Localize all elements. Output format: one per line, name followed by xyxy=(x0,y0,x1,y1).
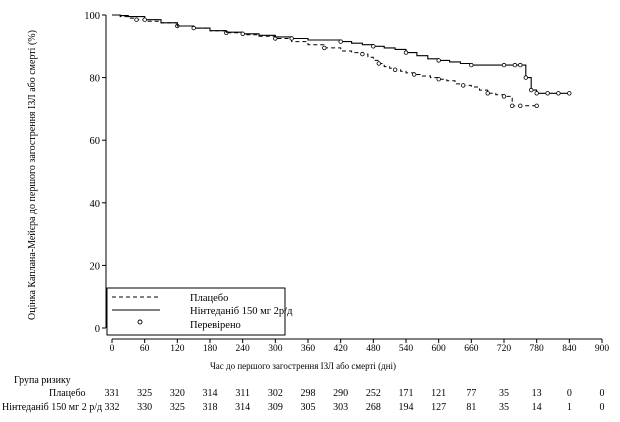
x-tick-label: 840 xyxy=(562,344,577,354)
nintedanib-censored-marker xyxy=(534,91,539,96)
nintedanib-censored-marker xyxy=(142,17,147,22)
x-tick-label: 420 xyxy=(334,344,349,354)
placebo-censored-marker xyxy=(134,17,139,22)
y-tick-label: 20 xyxy=(90,261,101,272)
y-axis-label: Оцінка Каплана-Мейєра до першого загостр… xyxy=(27,30,38,320)
nintedanib-censored-marker xyxy=(289,36,294,41)
y-tick-label: 40 xyxy=(90,199,101,210)
nintedanib-censored-marker xyxy=(191,25,196,31)
y-tick-label: 80 xyxy=(90,74,101,85)
nintedanib-censored-marker xyxy=(567,91,572,96)
nintedanib-censored-marker xyxy=(501,62,507,68)
placebo-curve xyxy=(112,14,537,107)
legend-box xyxy=(106,287,286,336)
plot-area xyxy=(112,14,572,108)
nintedanib-censored-marker xyxy=(512,62,518,68)
placebo-censored-marker xyxy=(510,103,515,108)
placebo-censored-marker xyxy=(436,76,441,82)
nintedanib-censored-marker xyxy=(529,87,534,93)
x-tick-label: 0 xyxy=(110,344,115,354)
x-tick-label: 600 xyxy=(432,344,447,354)
x-tick-label: 480 xyxy=(366,344,381,354)
x-tick-label: 300 xyxy=(268,344,283,354)
placebo-censored-marker xyxy=(360,51,365,57)
x-tick-label: 180 xyxy=(203,344,218,354)
legend-censored-label: Перевірено xyxy=(190,320,241,331)
y-tick-label: 100 xyxy=(84,11,100,22)
nintedanib-censored-marker xyxy=(545,91,550,96)
placebo-censored-marker xyxy=(322,45,327,51)
placebo-censored-marker xyxy=(392,67,398,72)
x-tick-label: 780 xyxy=(530,344,545,354)
x-tick-label: 120 xyxy=(170,344,185,354)
placebo-censored-marker xyxy=(534,103,539,108)
x-axis-label: Час до першого загострення ІЗЛ або смерт… xyxy=(210,361,396,371)
placebo-censored-marker xyxy=(501,94,507,99)
legend-placebo-label: Плацебо xyxy=(190,293,228,304)
nintedanib-curve xyxy=(112,14,570,94)
nintedanib-censored-marker xyxy=(556,91,561,96)
nintedanib-censored-marker xyxy=(518,62,523,68)
placebo-censored-marker xyxy=(412,72,417,77)
legend: Плацебо Нінтеданіб 150 мг 2р/д Перевірен… xyxy=(106,287,293,336)
placebo-censored-marker xyxy=(461,83,466,88)
legend-nintedanib-label: Нінтеданіб 150 мг 2р/д xyxy=(190,306,293,317)
x-tick-label: 720 xyxy=(497,344,512,354)
x-tick-label: 540 xyxy=(399,344,414,354)
nintedanib-censored-marker xyxy=(469,62,474,68)
x-tick-label: 360 xyxy=(301,344,316,354)
placebo-censored-marker xyxy=(376,61,381,66)
nintedanib-censored-marker xyxy=(240,31,245,36)
placebo-censored-marker xyxy=(485,91,490,96)
x-tick-label: 60 xyxy=(140,344,150,354)
nintedanib-censored-marker xyxy=(403,50,409,55)
nintedanib-censored-marker xyxy=(338,39,343,44)
axes: 0 20 40 60 80 100 0 60 120 180 240 300 360 420 480 540 6… xyxy=(84,11,609,354)
nintedanib-censored-marker xyxy=(371,44,376,49)
nintedanib-censored-marker xyxy=(436,58,441,63)
x-tick-label: 900 xyxy=(595,344,610,354)
x-tick-label: 240 xyxy=(236,344,251,354)
y-tick-label: 0 xyxy=(95,324,100,335)
y-tick-label: 60 xyxy=(90,136,101,147)
legend-censored-marker xyxy=(137,319,143,325)
x-tick-label: 660 xyxy=(464,344,479,354)
placebo-censored-marker xyxy=(518,103,523,108)
nintedanib-censored-marker xyxy=(523,75,528,80)
